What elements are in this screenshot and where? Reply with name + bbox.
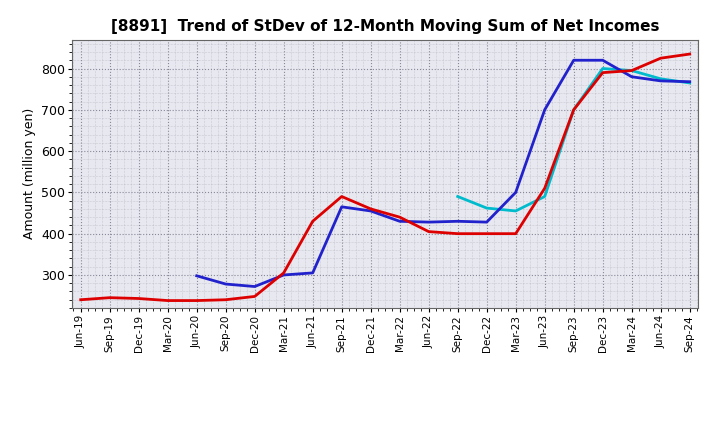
Y-axis label: Amount (million yen): Amount (million yen) <box>22 108 35 239</box>
Title: [8891]  Trend of StDev of 12-Month Moving Sum of Net Incomes: [8891] Trend of StDev of 12-Month Moving… <box>111 19 660 34</box>
